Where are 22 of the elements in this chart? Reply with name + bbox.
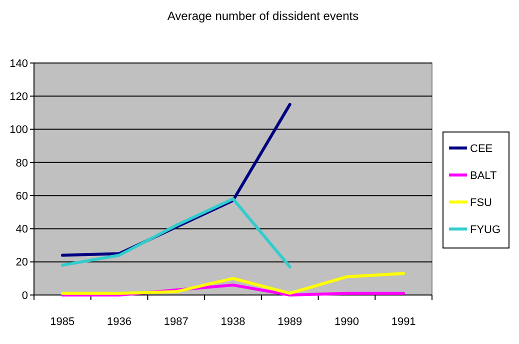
x-tick-label: 1985: [50, 316, 75, 328]
x-tick-label: 1989: [278, 316, 302, 328]
legend-label: CEE: [470, 142, 493, 155]
x-tick-label: 1936: [107, 316, 132, 328]
y-tick-label: 20: [16, 256, 28, 269]
x-tick-label: 1938: [220, 316, 246, 328]
y-tick-label: 140: [10, 58, 28, 70]
legend-label: FSU: [470, 196, 492, 209]
line-series: [60, 197, 292, 268]
y-tick-label: 0: [22, 290, 28, 302]
chart-title: Average number of dissident events: [167, 9, 359, 23]
y-tick-label: 40: [16, 224, 28, 236]
y-tick-label: 80: [16, 157, 28, 170]
y-tick-label: 120: [10, 90, 28, 103]
y-tick-label: 100: [10, 124, 28, 136]
legend-label: BALT: [470, 170, 497, 182]
legend-label: FYUG: [470, 224, 501, 236]
x-tick-label: 1991: [391, 316, 416, 328]
line-series: [60, 272, 406, 295]
y-tick-label: 60: [16, 190, 28, 202]
x-tick-label: 1987: [164, 316, 188, 328]
x-tick-label: 1990: [334, 316, 359, 328]
